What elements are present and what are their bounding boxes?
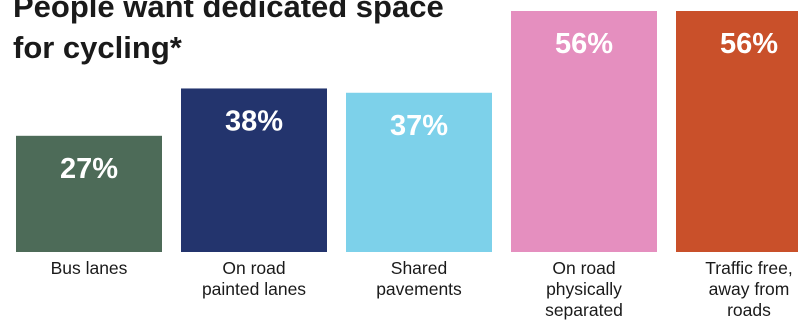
category-label-line: painted lanes	[201, 279, 307, 299]
category-label-line: pavements	[376, 279, 462, 299]
category-label-line: Shared	[390, 258, 448, 278]
category-label-2: On road painted lanes	[179, 258, 329, 300]
value-label-1: 27%	[60, 153, 118, 185]
bar-3	[346, 92, 492, 253]
value-label-4: 56%	[555, 28, 613, 60]
value-label-5: 56%	[720, 28, 778, 60]
chart-title: People want dedicated space for cycling*	[13, 0, 444, 65]
category-label-3: Shared pavements	[344, 258, 494, 300]
category-label-line: separated	[545, 300, 623, 320]
value-label-3: 37%	[390, 110, 448, 142]
value-label-2: 38%	[225, 105, 283, 137]
bar-1	[16, 135, 162, 252]
bar-2	[181, 88, 327, 252]
category-label-line: roads	[727, 300, 771, 320]
category-label-5: Traffic free, away from roads	[674, 258, 798, 321]
category-label-line: On road	[222, 258, 286, 278]
category-label-line: physically	[546, 279, 622, 299]
bar-5	[676, 11, 798, 252]
category-label-line: On road	[552, 258, 616, 278]
category-label-line: Traffic free,	[705, 258, 793, 278]
bar-4	[511, 11, 657, 252]
category-label-line: away from	[708, 279, 790, 299]
category-label-4: On road physically separated	[509, 258, 659, 321]
category-label-line: Bus lanes	[50, 258, 128, 278]
category-label-1: Bus lanes	[14, 258, 164, 279]
